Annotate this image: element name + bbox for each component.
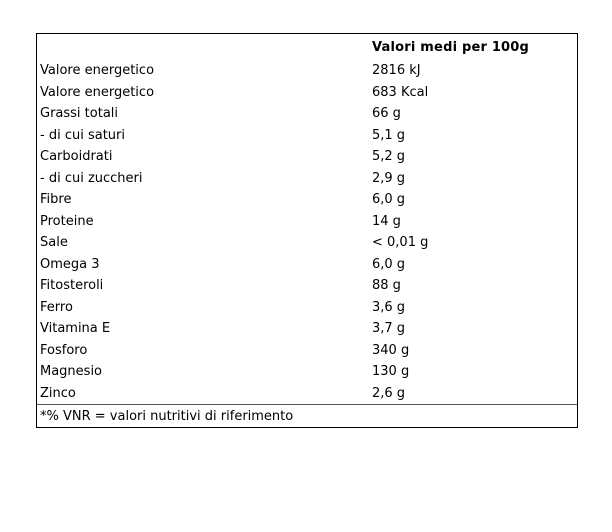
nutrient-label: Proteine [40,214,94,228]
nutrient-label: Grassi totali [40,107,119,121]
nutrient-value: 340 g [372,343,410,357]
nutrient-label: - di cui zuccheri [40,171,143,185]
table-row: Magnesio 130 g [37,361,577,383]
table-row: Valore energetico 2816 kJ [37,60,577,82]
nutrient-value: 88 g [372,279,401,293]
nutrient-label: Valore energetico [40,64,155,78]
nutrient-value: 66 g [372,107,401,121]
table-row: Fosforo 340 g [37,340,577,362]
nutrient-label: Vitamina E [40,322,111,336]
table-row: Carboidrati 5,2 g [37,146,577,168]
nutrient-label: Fibre [40,193,72,207]
nutrient-value: 3,7 g [372,322,406,336]
table-header-row: Valori medi per 100g [37,34,577,60]
table-footer-row: *% VNR = valori nutritivi di riferimento [37,404,577,427]
nutrient-label: Ferro [40,300,73,314]
table-row: - di cui zuccheri 2,9 g [37,168,577,190]
nutrient-value: 2,9 g [372,171,406,185]
nutrient-value: 5,1 g [372,128,406,142]
nutrient-value: 14 g [372,214,401,228]
nutrition-values-table: Valori medi per 100g Valore energetico 2… [36,33,578,428]
nutrient-value: 2,6 g [372,386,406,400]
nutrient-value: 3,6 g [372,300,406,314]
nutrient-label: Sale [40,236,68,250]
table-row: Sale < 0,01 g [37,232,577,254]
table-row: Grassi totali 66 g [37,103,577,125]
nutrient-label: Carboidrati [40,150,113,164]
nutrient-label: Fosforo [40,343,88,357]
nutrient-label: - di cui saturi [40,128,125,142]
nutrient-label: Zinco [40,386,76,400]
nutrient-value: 5,2 g [372,150,406,164]
vnr-footnote: *% VNR = valori nutritivi di riferimento [40,408,294,424]
table-row: Omega 3 6,0 g [37,254,577,276]
table-row: Zinco 2,6 g [37,383,577,405]
nutrient-value: 2816 kJ [372,64,421,78]
table-row: Fibre 6,0 g [37,189,577,211]
nutrient-value: 130 g [372,365,410,379]
nutrient-value: < 0,01 g [372,236,429,250]
nutrient-label: Valore energetico [40,85,155,99]
table-row: Fitosteroli 88 g [37,275,577,297]
header-value-column-title: Valori medi per 100g [372,40,530,54]
nutrient-value: 683 Kcal [372,85,429,99]
nutrient-label: Fitosteroli [40,279,104,293]
table-row: Proteine 14 g [37,211,577,233]
table-row: - di cui saturi 5,1 g [37,125,577,147]
table-row: Ferro 3,6 g [37,297,577,319]
table-row: Valore energetico 683 Kcal [37,82,577,104]
nutrient-value: 6,0 g [372,257,406,271]
nutrient-value: 6,0 g [372,193,406,207]
nutrient-label: Omega 3 [40,257,100,271]
table-row: Vitamina E 3,7 g [37,318,577,340]
table-body: Valore energetico 2816 kJ Valore energet… [37,60,577,404]
nutrient-label: Magnesio [40,365,103,379]
